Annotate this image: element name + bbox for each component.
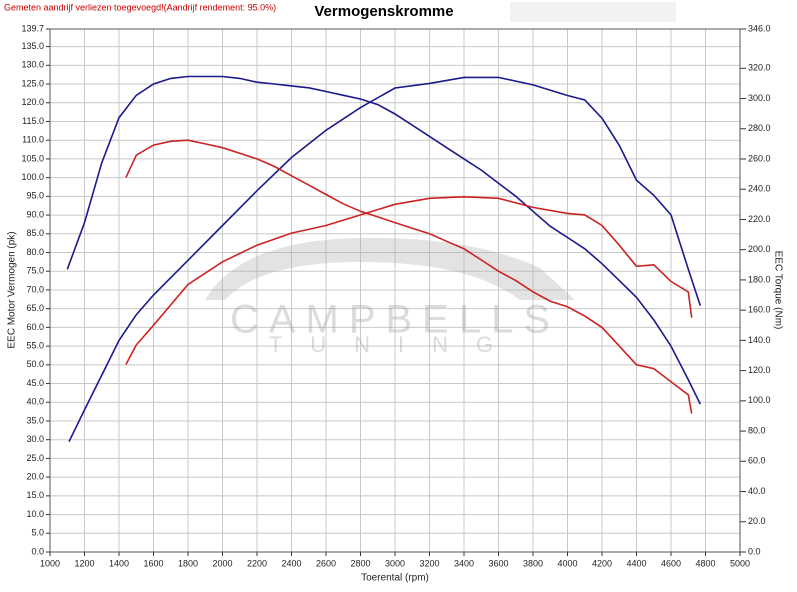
subtitle: Gemeten aandrijf verliezen toegevoegd!(A… [4, 2, 276, 12]
y-tick-label: 95.0 [26, 191, 44, 201]
y2-tick-label: 320.0 [748, 63, 771, 73]
x-tick-label: 4200 [592, 558, 612, 568]
y2-tick-label: 100.0 [748, 395, 771, 405]
x-tick-label: 3200 [419, 558, 439, 568]
y-tick-label: 15.0 [26, 490, 44, 500]
y2-tick-label: 20.0 [748, 516, 766, 526]
y-tick-label: 135.0 [21, 41, 44, 51]
y-tick-label: 45.0 [26, 378, 44, 388]
y2-tick-label: 40.0 [748, 486, 766, 496]
chart-title: Vermogenskromme [314, 3, 453, 20]
y-tick-label: 130.0 [21, 60, 44, 70]
y2-tick-label: 60.0 [748, 456, 766, 466]
y-tick-label: 5.0 [31, 528, 44, 538]
y-axis-label: EEC Motor Vermogen (pk) [7, 231, 18, 348]
y2-tick-label: 280.0 [748, 123, 771, 133]
watermark: CAMPBELLS TUNING [205, 237, 575, 357]
x-tick-label: 2600 [316, 558, 336, 568]
y-tick-label: 25.0 [26, 453, 44, 463]
x-tick-label: 3000 [385, 558, 405, 568]
x-tick-label: 4000 [557, 558, 577, 568]
y-tick-label: 20.0 [26, 472, 44, 482]
y-tick-label: 30.0 [26, 434, 44, 444]
y-tick-label: 90.0 [26, 209, 44, 219]
x-tick-label: 2000 [212, 558, 232, 568]
x-tick-label: 2400 [281, 558, 301, 568]
y-tick-label: 110.0 [22, 135, 44, 145]
y2-tick-label: 160.0 [748, 305, 771, 315]
y-tick-label: 115.0 [22, 116, 44, 126]
y2-tick-label: 346.0 [748, 23, 771, 33]
y-tick-label: 55.0 [26, 340, 44, 350]
watermark-text: CAMPBELLS [230, 298, 560, 342]
y-tick-label: 120.0 [21, 97, 44, 107]
x-tick-label: 4600 [661, 558, 681, 568]
y2-tick-label: 260.0 [748, 153, 771, 163]
x-tick-label: 4400 [626, 558, 646, 568]
x-tick-label: 2800 [350, 558, 370, 568]
y-tick-label: 60.0 [26, 322, 44, 332]
plot-frame [49, 28, 741, 553]
y2-tick-label: 220.0 [748, 214, 771, 224]
watermark-car [205, 237, 575, 300]
x-axis-label: Toerental (rpm) [361, 573, 429, 584]
y-tick-label: 85.0 [26, 228, 44, 238]
header-box [510, 2, 676, 22]
y-tick-label: 70.0 [26, 284, 44, 294]
y-tick-label: 10.0 [26, 509, 44, 519]
x-tick-label: 3600 [488, 558, 508, 568]
y-tick-label: 65.0 [26, 303, 44, 313]
y2-tick-label: 300.0 [748, 93, 771, 103]
series-line [125, 139, 693, 414]
x-tick-label: 3400 [454, 558, 474, 568]
x-tick-label: 3800 [523, 558, 543, 568]
x-tick-label: 4800 [695, 558, 715, 568]
x-tick-label: 1800 [178, 558, 198, 568]
y-tick-label: 40.0 [26, 397, 44, 407]
x-tick-label: 1200 [74, 558, 94, 568]
y-tick-label: 100.0 [21, 172, 44, 182]
y-tick-label: 75.0 [26, 266, 44, 276]
y2-axis-label: EEC Torque (Nm) [772, 251, 783, 330]
y2-tick-label: 200.0 [748, 244, 771, 254]
y-tick-label: 125.0 [21, 78, 44, 88]
y-tick-label: 105.0 [21, 153, 44, 163]
y2-tick-label: 140.0 [748, 335, 771, 345]
y2-tick-label: 0.0 [748, 546, 761, 556]
series-line [125, 195, 693, 365]
y2-tick-label: 120.0 [748, 365, 771, 375]
y-tick-label: 139.7 [21, 23, 44, 33]
y-tick-label: 35.0 [26, 415, 44, 425]
x-tick-label: 1000 [40, 558, 60, 568]
x-tick-label: 1400 [109, 558, 129, 568]
y-tick-label: 80.0 [26, 247, 44, 257]
grid [49, 28, 741, 553]
y-tick-label: 50.0 [26, 359, 44, 369]
series-line [68, 76, 702, 443]
x-tick-label: 5000 [730, 558, 750, 568]
series-line [66, 75, 702, 405]
y2-tick-label: 240.0 [748, 184, 771, 194]
x-tick-label: 2200 [247, 558, 267, 568]
y2-tick-label: 80.0 [748, 425, 766, 435]
x-tick-label: 1600 [143, 558, 163, 568]
watermark-text: TUNING [269, 332, 521, 357]
y2-tick-label: 180.0 [748, 274, 771, 284]
y-tick-label: 0.0 [31, 546, 44, 556]
